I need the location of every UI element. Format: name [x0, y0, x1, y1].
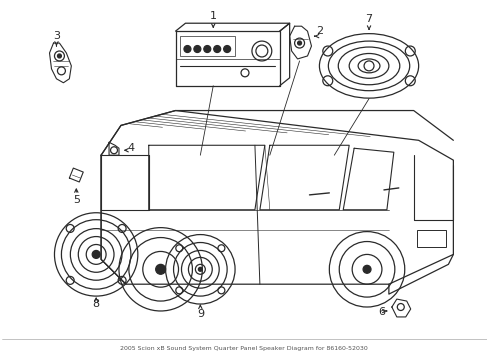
Bar — [180, 36, 235, 56]
Circle shape — [223, 46, 230, 53]
Circle shape — [198, 267, 202, 271]
Text: 3: 3 — [53, 31, 60, 41]
Circle shape — [194, 46, 201, 53]
Text: 5: 5 — [73, 195, 80, 205]
Text: 2: 2 — [315, 26, 322, 36]
Circle shape — [213, 46, 220, 53]
Circle shape — [57, 54, 61, 58]
Circle shape — [155, 264, 165, 274]
Circle shape — [92, 251, 100, 258]
Text: 9: 9 — [196, 309, 203, 319]
Text: 7: 7 — [365, 14, 372, 24]
Circle shape — [203, 46, 210, 53]
Circle shape — [297, 41, 301, 45]
Text: 6: 6 — [378, 307, 385, 317]
Circle shape — [183, 46, 190, 53]
Circle shape — [362, 265, 370, 273]
Text: 2005 Scion xB Sound System Quarter Panel Speaker Diagram for 86160-52030: 2005 Scion xB Sound System Quarter Panel… — [120, 346, 367, 351]
Text: 8: 8 — [92, 299, 100, 309]
Bar — [416, 230, 446, 247]
Text: 1: 1 — [209, 11, 216, 21]
Text: 4: 4 — [127, 143, 134, 153]
